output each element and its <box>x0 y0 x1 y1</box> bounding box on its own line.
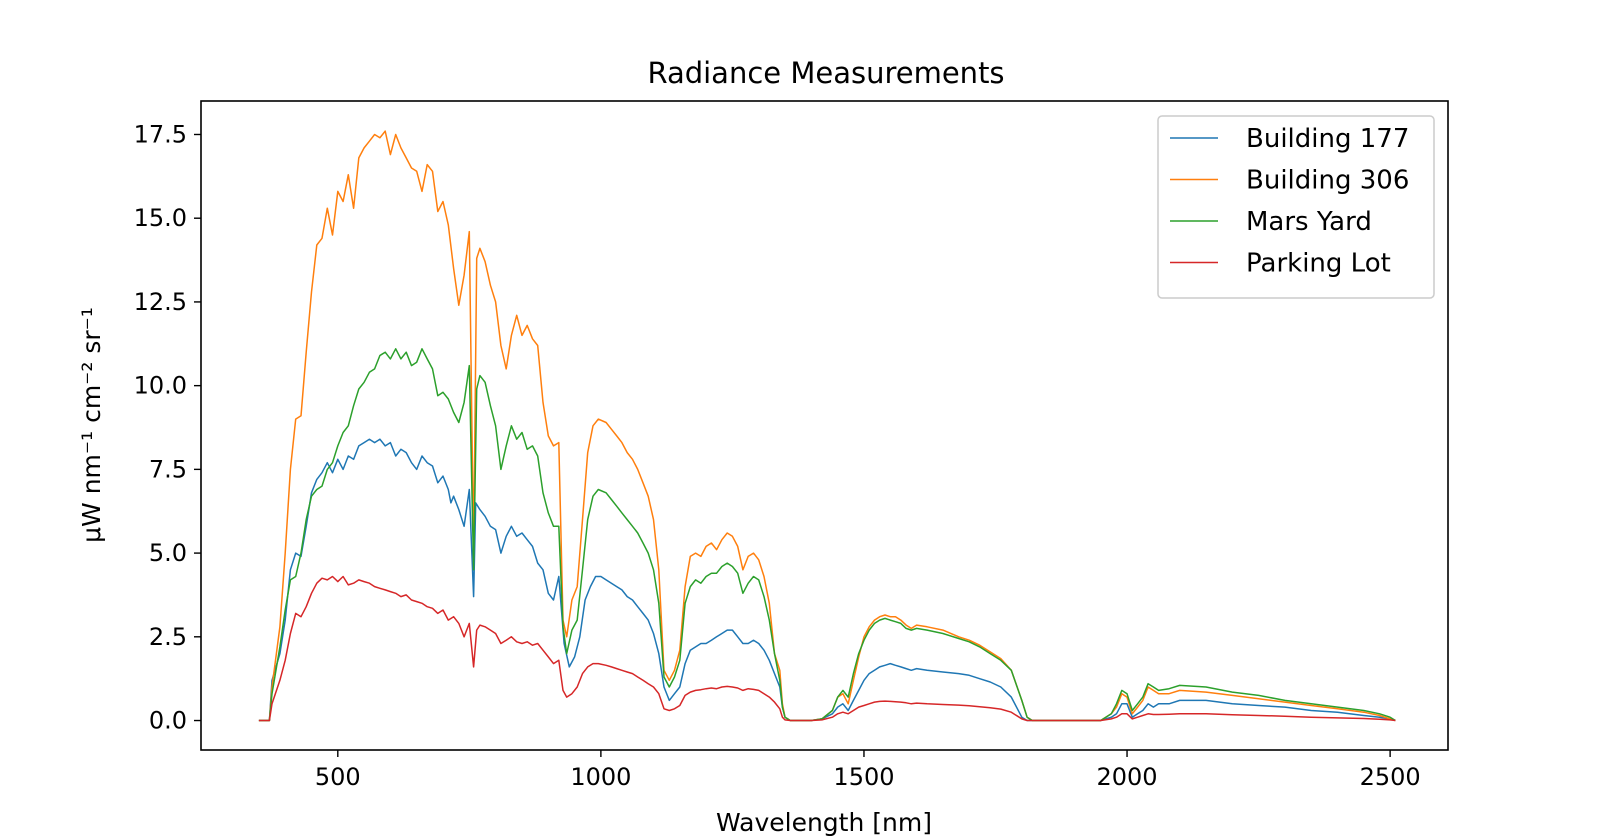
y-tick-label: 2.5 <box>149 623 187 651</box>
series-line-3 <box>258 348 1396 722</box>
plot-frame <box>200 100 1449 751</box>
y-tick-label: 0.0 <box>149 707 187 735</box>
y-tick-label: 15.0 <box>134 204 187 232</box>
x-axis-title: Wavelength [nm] <box>716 808 932 837</box>
y-tick-label: 5.0 <box>149 539 187 567</box>
y-axis-title: μW nm⁻¹ cm⁻² sr⁻¹ <box>77 307 106 543</box>
y-axis: 0.0 2.5 5.0 7.5 10.0 12.5 15.0 17.5 <box>134 120 201 735</box>
x-axis: 500 1000 1500 2000 2500 <box>315 750 1421 791</box>
chart-title: Radiance Measurements <box>647 56 1004 90</box>
series-line-4 <box>258 575 1396 722</box>
plot-area <box>258 130 1396 722</box>
x-tick-label: 2500 <box>1360 763 1421 791</box>
legend: Building 177 Building 306 Mars Yard Parking… <box>1157 115 1435 299</box>
y-tick-label: 17.5 <box>134 120 187 148</box>
series-line-1 <box>258 438 1396 722</box>
x-tick-label: 1500 <box>833 763 894 791</box>
legend-box <box>1157 115 1435 299</box>
legend-label: Building 177 <box>1246 124 1409 154</box>
legend-label: Building 306 <box>1246 166 1409 196</box>
x-tick-label: 1000 <box>570 763 631 791</box>
y-tick-label: 7.5 <box>149 455 187 483</box>
y-tick-label: 12.5 <box>134 288 187 316</box>
legend-label: Mars Yard <box>1246 207 1372 237</box>
x-tick-label: 2000 <box>1097 763 1158 791</box>
y-tick-label: 10.0 <box>134 372 187 400</box>
x-tick-label: 500 <box>315 763 361 791</box>
legend-label: Parking Lot <box>1246 249 1391 279</box>
